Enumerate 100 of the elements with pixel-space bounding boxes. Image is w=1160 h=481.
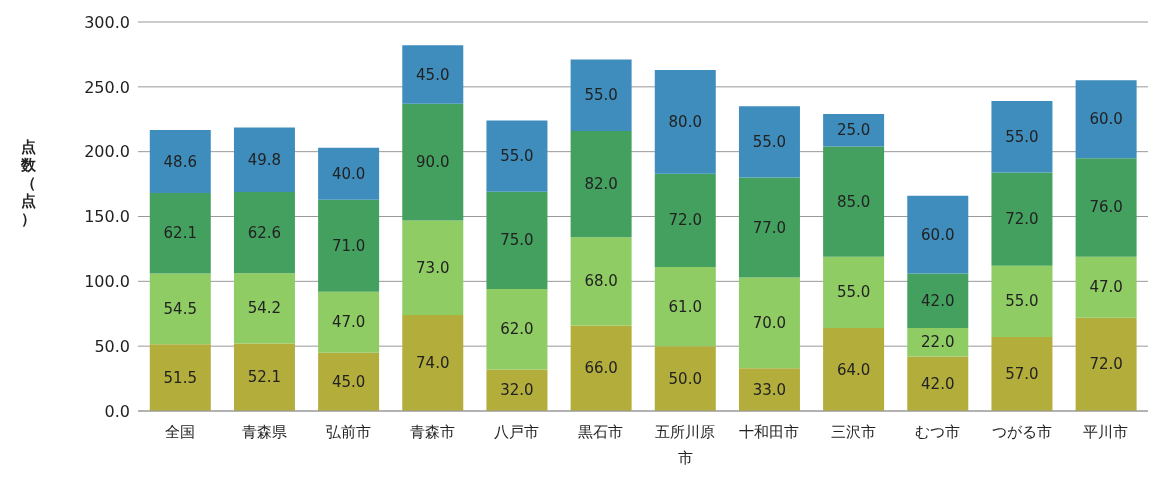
bar <box>570 130 632 238</box>
bar <box>738 177 800 278</box>
x-tick-label: 全国 <box>165 423 196 441</box>
bar <box>1075 80 1137 159</box>
data-label: 71.0 <box>331 236 366 255</box>
data-label: 55.0 <box>1005 127 1039 146</box>
data-label: 42.0 <box>921 374 955 393</box>
data-label: 49.8 <box>247 150 282 169</box>
data-label: 68.0 <box>584 272 618 291</box>
bar <box>318 291 380 353</box>
data-label: 72.0 <box>1005 210 1039 229</box>
bar <box>233 127 295 192</box>
y-tick-label: 50.0 <box>94 336 130 356</box>
x-tick-label: 八戸市 <box>494 423 540 441</box>
bar <box>233 191 295 274</box>
data-label: 55.0 <box>836 283 871 302</box>
bar <box>823 146 885 257</box>
x-tick-label: むつ市 <box>915 423 961 441</box>
bar <box>149 344 211 411</box>
y-axis-title: 点数（点） <box>19 138 37 228</box>
data-label: 76.0 <box>1089 198 1123 217</box>
data-label: 62.0 <box>500 320 534 339</box>
bar <box>907 273 969 329</box>
bar <box>738 368 800 411</box>
data-label: 55.0 <box>584 86 618 105</box>
data-label: 54.2 <box>247 299 282 318</box>
data-label: 62.1 <box>163 224 197 243</box>
bar <box>149 130 211 194</box>
data-label: 32.0 <box>500 381 534 400</box>
data-label: 82.0 <box>584 175 618 194</box>
bar <box>654 173 716 268</box>
bar <box>402 315 464 411</box>
data-label: 47.0 <box>1089 278 1123 297</box>
bar <box>1075 158 1137 257</box>
y-tick-label: 150.0 <box>84 207 130 227</box>
data-label: 70.0 <box>752 313 787 332</box>
data-label: 52.1 <box>247 368 282 387</box>
data-label: 55.0 <box>500 147 534 166</box>
bar <box>233 343 295 411</box>
data-label: 60.0 <box>921 225 955 244</box>
bar <box>654 346 716 411</box>
bar <box>823 328 885 411</box>
bar <box>402 45 464 104</box>
x-tick-label: つがる市 <box>991 423 1052 441</box>
data-label: 62.6 <box>247 223 282 242</box>
data-label: 73.0 <box>416 258 450 277</box>
bar <box>570 325 632 411</box>
bar <box>991 265 1053 338</box>
bar <box>991 337 1053 411</box>
data-label: 51.5 <box>163 368 197 387</box>
bar <box>738 106 800 178</box>
x-tick-label: 三沢市 <box>830 423 876 441</box>
y-tick-label: 300.0 <box>84 12 130 32</box>
data-label: 60.0 <box>1089 110 1123 129</box>
data-label: 77.0 <box>752 218 787 237</box>
data-label: 61.0 <box>668 297 702 316</box>
bar <box>907 195 969 274</box>
data-label: 90.0 <box>416 153 450 172</box>
bar <box>318 199 380 292</box>
data-label: 55.0 <box>752 132 787 151</box>
data-label: 22.0 <box>921 333 955 352</box>
x-tick-label: 十和田市 <box>739 423 800 441</box>
bar <box>233 273 295 344</box>
data-label: 54.5 <box>163 299 197 318</box>
data-label: 85.0 <box>836 192 871 211</box>
bar <box>486 289 548 370</box>
data-label: 45.0 <box>416 65 450 84</box>
x-tick-label: 青森県 <box>241 423 287 441</box>
data-label: 80.0 <box>668 112 702 131</box>
bar <box>991 101 1053 173</box>
data-label: 74.0 <box>416 354 450 373</box>
bar <box>907 328 969 357</box>
bar <box>1075 317 1137 411</box>
bar <box>149 193 211 274</box>
data-label: 48.6 <box>163 152 197 171</box>
bar <box>1075 256 1137 318</box>
data-label: 64.0 <box>836 360 871 379</box>
bar <box>823 256 885 329</box>
y-tick-label: 100.0 <box>84 272 130 292</box>
bar <box>991 172 1053 266</box>
data-label: 66.0 <box>584 359 618 378</box>
y-tick-label: 0.0 <box>104 401 130 421</box>
x-tick-label: 五所川原市 <box>655 423 716 467</box>
bar <box>402 103 464 221</box>
data-label: 42.0 <box>921 291 955 310</box>
x-tick-label: 弘前市 <box>325 423 371 441</box>
bar <box>486 120 548 192</box>
data-label: 72.0 <box>668 211 702 230</box>
bar <box>402 220 464 316</box>
bar <box>738 277 800 369</box>
y-tick-label: 250.0 <box>84 77 130 97</box>
data-label: 25.0 <box>836 121 871 140</box>
bar <box>570 237 632 326</box>
bar <box>318 147 380 200</box>
y-tick-label: 200.0 <box>84 142 130 162</box>
data-label: 47.0 <box>331 313 366 332</box>
bar <box>570 59 632 131</box>
bar <box>486 191 548 290</box>
data-label: 33.0 <box>752 380 787 399</box>
x-tick-label: 平川市 <box>1083 423 1129 441</box>
